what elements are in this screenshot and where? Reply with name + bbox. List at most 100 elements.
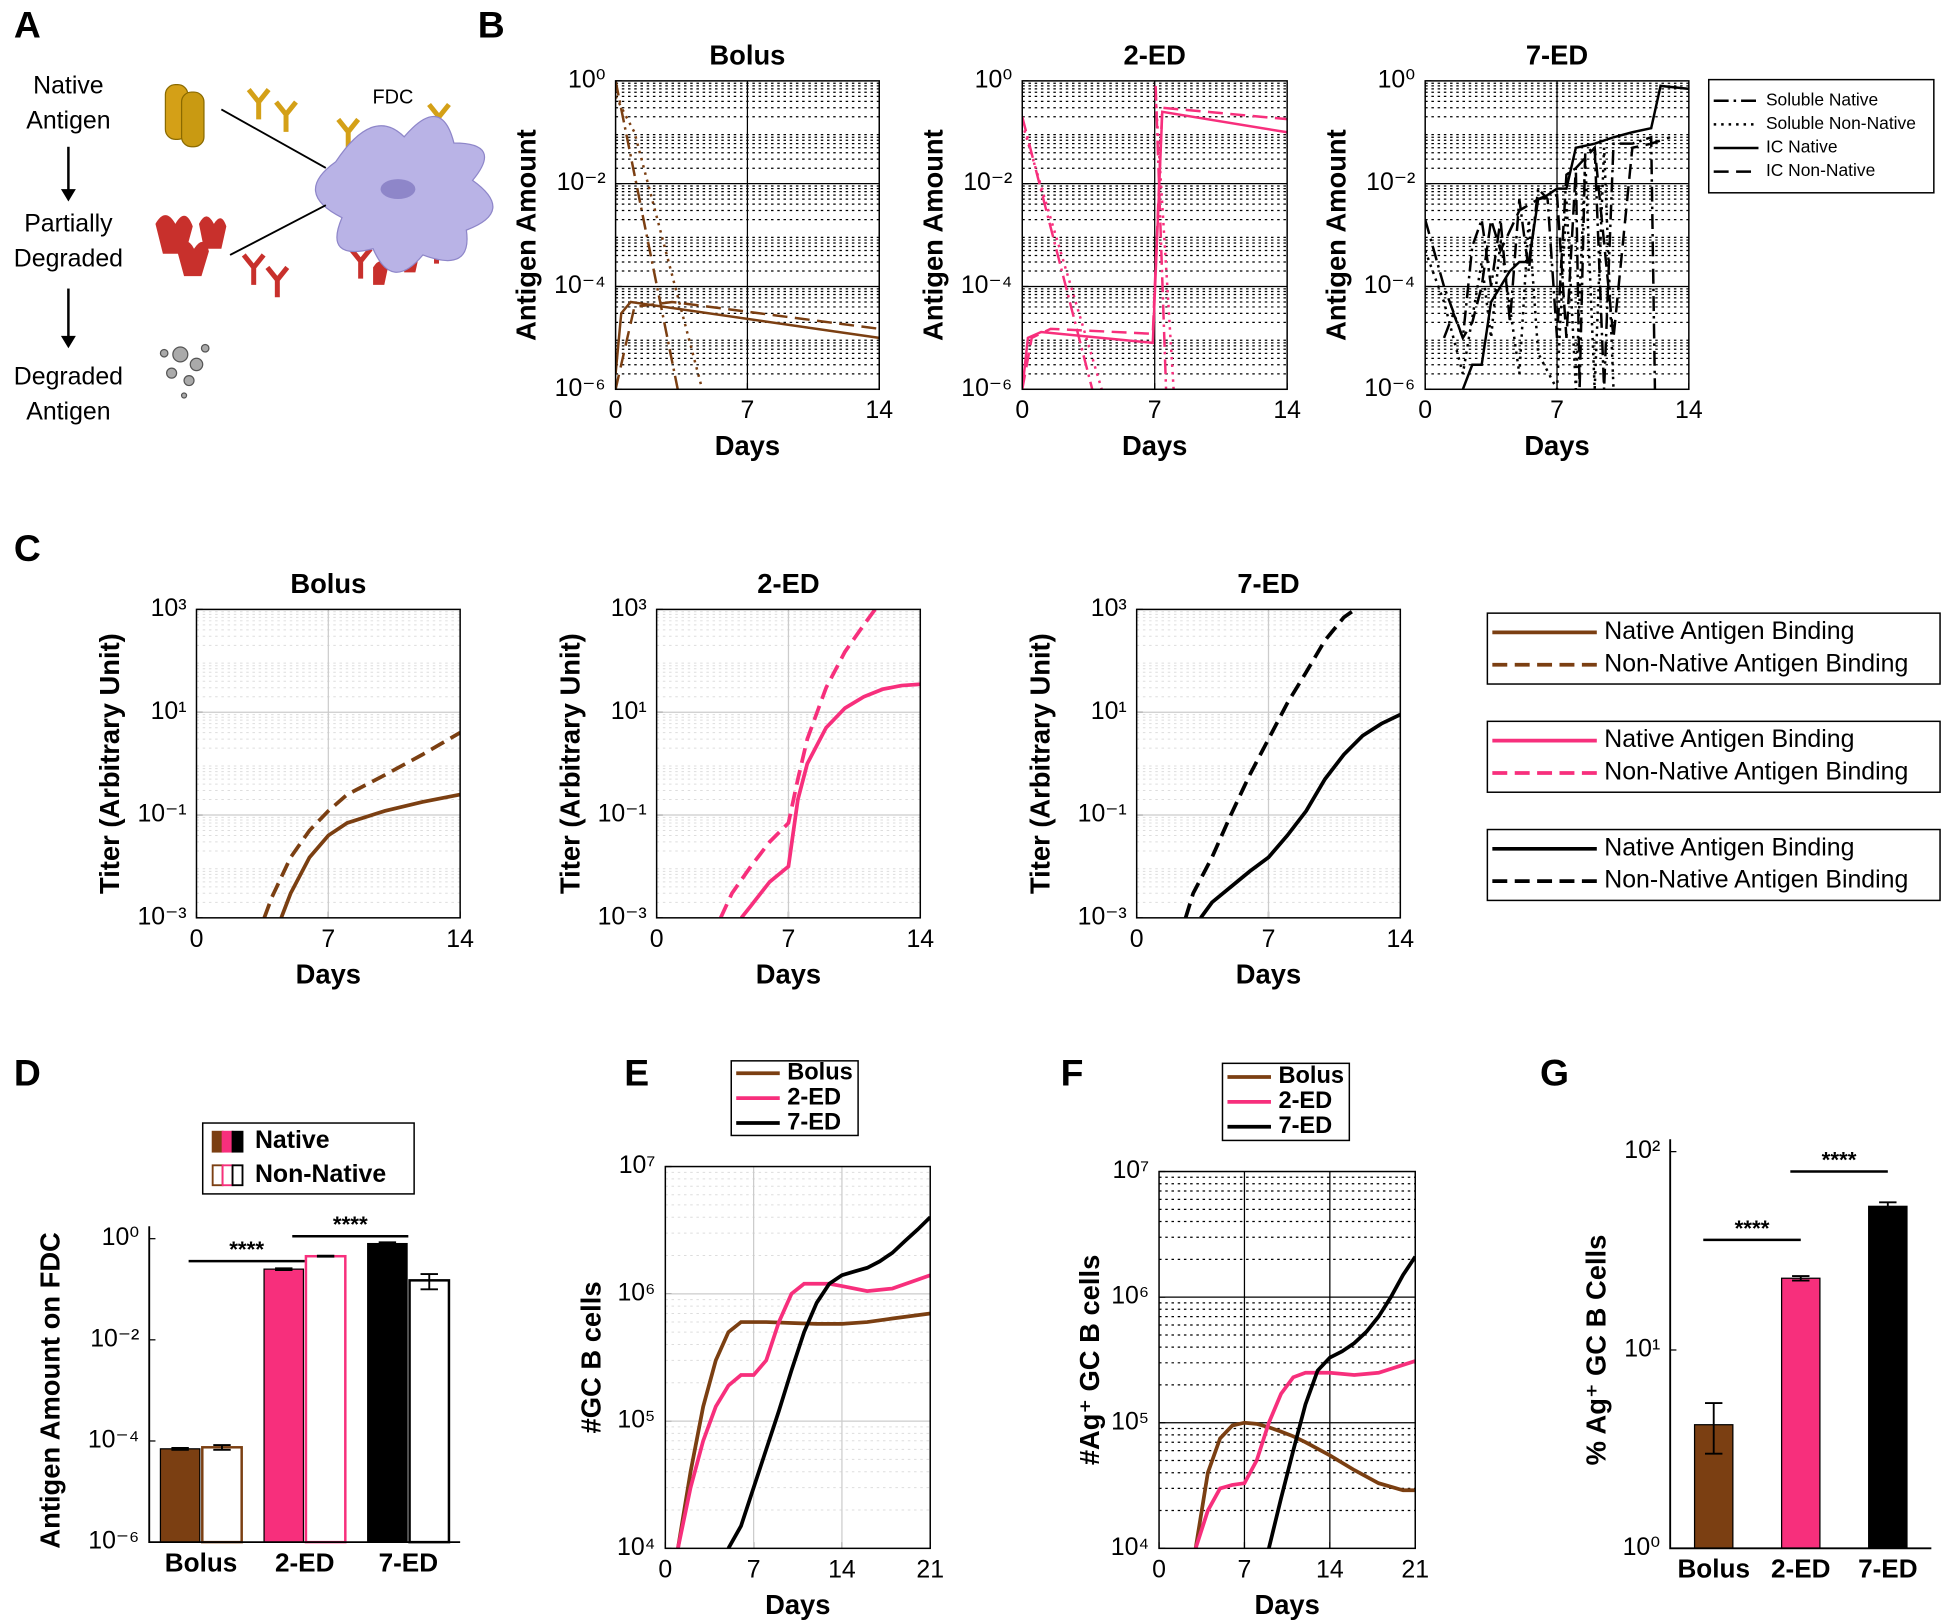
y-tick-label: 10⁻⁶: [1364, 374, 1415, 402]
y-tick-label: 10³: [151, 594, 187, 622]
legend-label: 2-ED: [1278, 1088, 1332, 1114]
error-bar: [1705, 1402, 1723, 1455]
legend-label: Non-Native Antigen Binding: [1604, 866, 1908, 894]
plot-frame: [664, 1165, 931, 1550]
bar: [304, 1254, 347, 1544]
data-line: [726, 1215, 931, 1549]
x-tick-label: 7: [1148, 396, 1162, 424]
legend-swatch: [231, 1130, 244, 1153]
significance-label: ****: [229, 1237, 264, 1262]
data-line: [1022, 106, 1288, 390]
y-axis-title: Antigen Amount: [1320, 129, 1351, 341]
significance-label: ****: [1735, 1216, 1770, 1241]
bar: [1780, 1277, 1821, 1549]
x-tick-label: 0: [1130, 925, 1144, 953]
x-tick-label: 21: [916, 1555, 944, 1583]
y-axis-title: Titer (Arbitrary Unit): [94, 633, 125, 894]
data-line: [1193, 1359, 1416, 1549]
legend-label: Native Antigen Binding: [1604, 833, 1854, 861]
chart: 10⁴ 10⁵ 10⁶ 10⁷ 0 7 14 21 Days #GC B cells Bolus2-…: [575, 1060, 944, 1620]
y-tick-label: 10⁻⁶: [961, 374, 1012, 402]
data-line: [262, 731, 461, 918]
y-axis-title: Antigen Amount: [917, 129, 948, 341]
legend-label: 7-ED: [1278, 1113, 1332, 1139]
cell-label: FDC: [373, 87, 414, 109]
bar: [159, 1448, 201, 1543]
stage-label: Antigen: [26, 106, 110, 134]
y-tick-label: 10⁵: [1111, 1407, 1149, 1435]
y-tick-label: 10⁻⁴: [554, 271, 605, 299]
legend-swatch: [231, 1164, 244, 1187]
x-tick-label: 0: [658, 1555, 672, 1583]
data-line: [1193, 1420, 1416, 1549]
data-line: [718, 609, 877, 918]
x-axis-title: Days: [1254, 1589, 1319, 1620]
legend-swatch: [211, 1130, 224, 1153]
chart: 10⁴ 10⁵ 10⁶ 10⁷ 0 7 14 21 Days #Ag⁺ GC B cells Bol…: [1074, 1062, 1429, 1620]
data-line: [1461, 84, 1689, 390]
x-tick-label: 7: [1262, 925, 1276, 953]
y-tick-label: 10³: [611, 594, 647, 622]
axes: [1669, 1139, 1932, 1550]
plot-frame: [614, 80, 880, 391]
native-antigen-icon: [164, 83, 205, 148]
y-tick-label: 10⁻²: [557, 168, 606, 196]
chart: 10⁰ 10¹ 10² % Ag⁺ GC B Cells Bolus 2-ED 7-ED **…: [1580, 1136, 1932, 1584]
legend-label: Soluble Native: [1766, 89, 1878, 109]
plot-frame: [1158, 1170, 1416, 1550]
x-tick-label: 0: [650, 925, 664, 953]
axes: [148, 1226, 461, 1544]
plot-frame: [655, 608, 922, 919]
chart: 10⁻⁶ 10⁻⁴ 10⁻² 10⁰ Antigen Amount on FDC Bolu…: [34, 1122, 461, 1577]
error-bar: [378, 1241, 397, 1246]
y-tick-label: 10⁻⁴: [961, 271, 1012, 299]
x-axis-title: Days: [1236, 958, 1301, 989]
legend-box: [1486, 828, 1941, 902]
legend-label: IC Non-Native: [1766, 160, 1875, 180]
plot-frame: [1021, 80, 1288, 391]
y-tick-label: 10⁰: [568, 65, 606, 93]
legend-label: 7-ED: [787, 1109, 841, 1135]
data-line: [615, 80, 679, 390]
data-line: [676, 1273, 931, 1549]
significance-label: ****: [1822, 1147, 1857, 1172]
panel-label: G: [1540, 1052, 1569, 1094]
x-tick-label: 0: [1015, 396, 1029, 424]
y-tick-label: 10⁻²: [1366, 168, 1415, 196]
legend-label: Bolus: [1278, 1063, 1344, 1089]
data-line: [615, 300, 880, 390]
x-tick-label: 14: [446, 925, 474, 953]
y-tick-label: 10⁻¹: [598, 800, 647, 828]
x-axis-title: Days: [765, 1589, 830, 1620]
legend-box: [1486, 720, 1941, 793]
x-tick-label: 2-ED: [1771, 1554, 1831, 1584]
y-tick-label: 10⁻³: [1078, 902, 1127, 930]
bar: [263, 1268, 305, 1543]
panel-label: F: [1061, 1052, 1084, 1094]
legend-label: Non-Native Antigen Binding: [1604, 758, 1908, 786]
significance-label: ****: [333, 1212, 368, 1237]
y-axis-title: #GC B cells: [575, 1281, 606, 1433]
chart-title: Bolus: [709, 39, 785, 70]
chart-title: 2-ED: [757, 568, 819, 599]
arrow: [229, 204, 327, 256]
y-tick-label: 10⁻²: [963, 168, 1012, 196]
chart: 10⁻³ 10⁻¹ 10¹ 10³ 0 7 14 7-ED Days Titer (Arbitra…: [1024, 568, 1941, 989]
y-axis-title: Titer (Arbitrary Unit): [1024, 633, 1055, 894]
data-line: [1425, 135, 1657, 390]
panel-label: A: [14, 3, 41, 45]
error-bar: [1792, 1275, 1810, 1282]
x-tick-label: 7: [321, 925, 335, 953]
bar: [367, 1242, 408, 1543]
x-tick-label: 7: [747, 1555, 761, 1583]
x-axis-title: Days: [756, 958, 821, 989]
legend-label: Native Antigen Binding: [1604, 725, 1854, 753]
y-tick-label: 10⁻³: [598, 902, 647, 930]
x-tick-label: 7-ED: [1858, 1554, 1918, 1584]
x-tick-label: 7: [1550, 396, 1564, 424]
panel-label: B: [478, 3, 505, 45]
x-tick-label: 14: [1675, 396, 1703, 424]
y-axis-title: Antigen Amount: [511, 129, 542, 341]
data-line: [279, 792, 461, 918]
